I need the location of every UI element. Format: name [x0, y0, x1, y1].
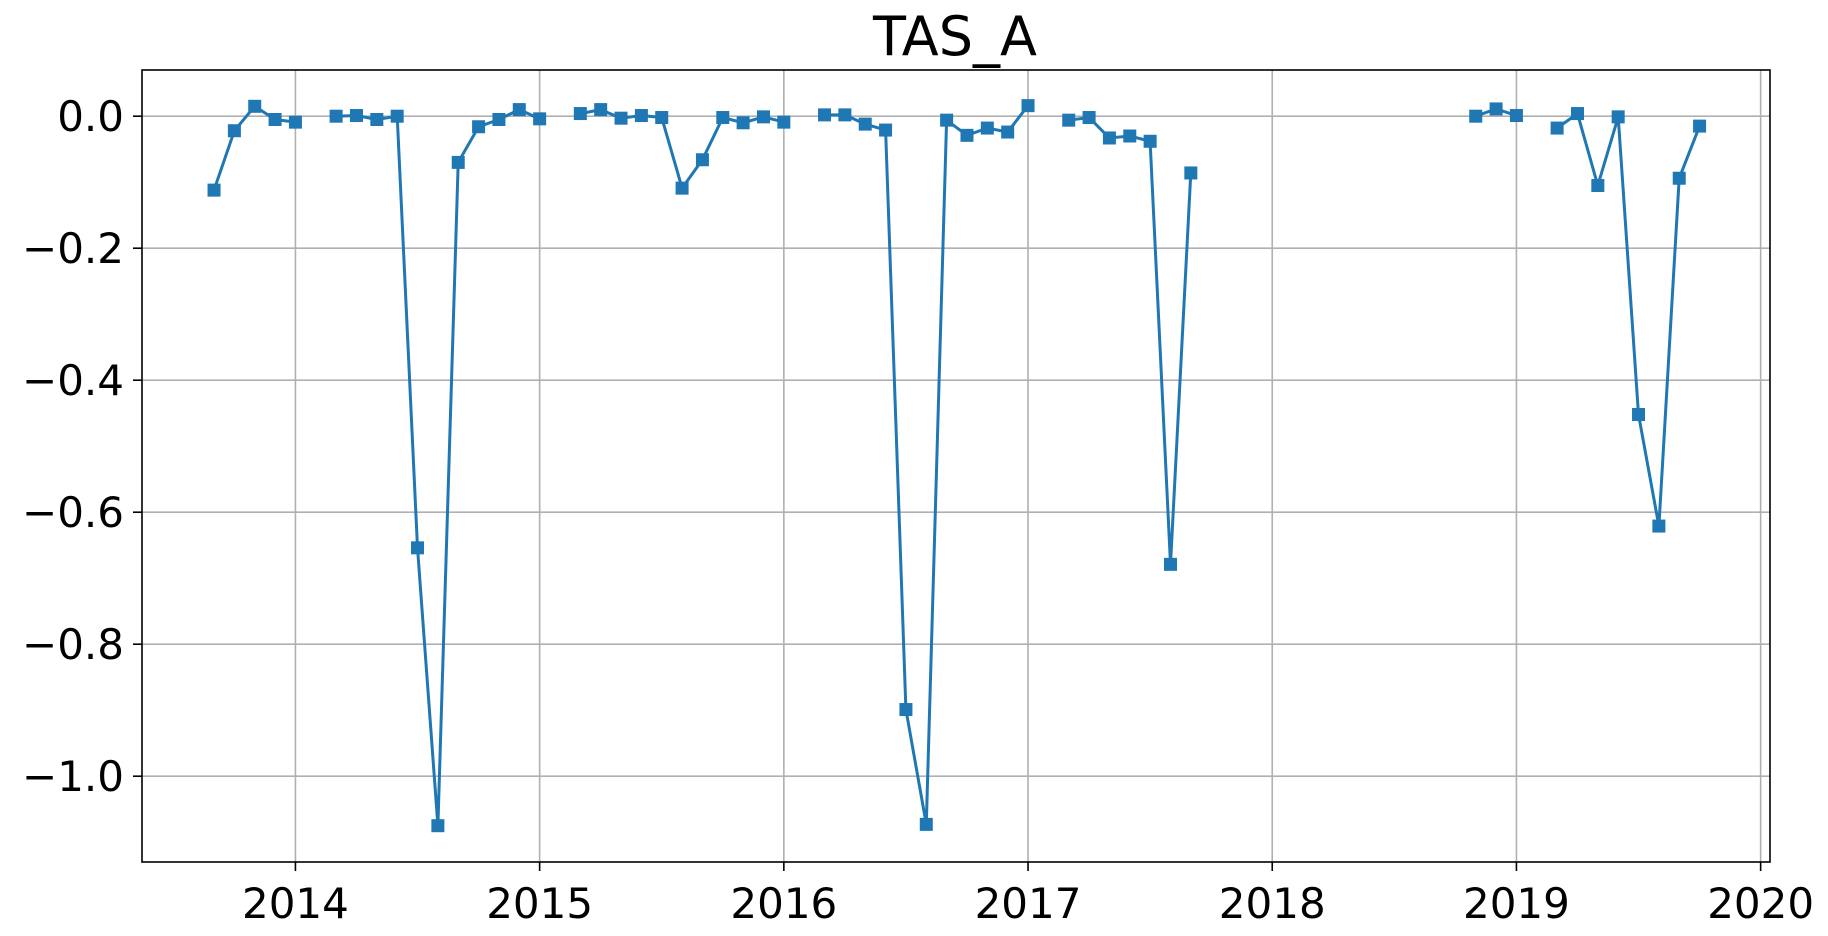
data-point-marker — [227, 124, 241, 138]
data-point-marker — [1469, 109, 1483, 123]
data-point-marker — [1184, 166, 1198, 180]
data-point-marker — [594, 103, 608, 117]
data-point-marker — [1672, 171, 1686, 185]
y-tick-label: −0.6 — [22, 488, 124, 537]
data-point-marker — [919, 817, 933, 831]
data-point-marker — [349, 109, 363, 123]
data-point-marker — [614, 111, 628, 125]
series-tas-a — [207, 99, 1707, 833]
y-tick-label: −0.8 — [22, 620, 124, 669]
x-tick-label: 2017 — [975, 879, 1082, 928]
data-point-marker — [1591, 179, 1605, 192]
data-point-marker — [838, 108, 852, 122]
y-tick-label: 0.0 — [57, 92, 124, 141]
data-point-marker — [329, 109, 343, 123]
data-point-marker — [777, 115, 791, 129]
data-point-marker — [390, 109, 404, 123]
data-point-marker — [1143, 134, 1157, 148]
data-point-marker — [1102, 131, 1116, 145]
data-point-marker — [1632, 408, 1646, 422]
data-point-marker — [451, 155, 465, 169]
data-point-marker — [573, 107, 587, 121]
data-point-marker — [655, 111, 669, 125]
y-tick-label: −0.2 — [22, 224, 124, 273]
data-point-marker — [1082, 111, 1096, 125]
data-point-marker — [1489, 102, 1503, 116]
x-tick-label: 2016 — [730, 879, 837, 928]
data-point-marker — [1001, 125, 1015, 139]
data-point-marker — [207, 183, 221, 197]
data-point-marker — [756, 110, 770, 124]
axis-ticks: 2014 2015 2016 2017 2018 2019 2020 0.0 −0.2 −0.4 −… — [22, 92, 1814, 928]
data-point-marker — [1611, 110, 1625, 124]
data-point-marker — [512, 103, 526, 117]
data-point-marker — [1652, 519, 1666, 533]
data-point-marker — [736, 116, 750, 130]
data-point-marker — [248, 99, 262, 113]
x-tick-label: 2014 — [242, 879, 349, 928]
data-point-marker — [533, 112, 547, 126]
data-point-marker — [980, 121, 994, 135]
chart-title: TAS_A — [872, 5, 1037, 68]
x-tick-label: 2015 — [486, 879, 593, 928]
data-point-marker — [818, 108, 832, 122]
data-point-marker — [268, 113, 282, 126]
data-point-marker — [431, 819, 445, 833]
series-line — [824, 104, 1030, 826]
data-point-marker — [1570, 107, 1584, 121]
data-point-marker — [858, 117, 872, 131]
data-point-marker — [695, 153, 709, 167]
series-line — [212, 104, 296, 191]
data-point-marker — [940, 113, 954, 127]
data-point-marker — [288, 115, 302, 129]
series-line — [580, 108, 785, 190]
y-tick-label: −1.0 — [22, 752, 124, 801]
data-point-marker — [634, 109, 648, 123]
y-tick-label: −0.4 — [22, 356, 124, 405]
data-point-marker — [1693, 119, 1707, 133]
x-tick-label: 2020 — [1707, 879, 1814, 928]
data-point-marker — [899, 703, 913, 717]
data-point-marker — [675, 181, 689, 195]
data-point-marker — [716, 111, 730, 125]
data-point-marker — [1021, 99, 1035, 113]
grid — [142, 70, 1770, 862]
data-point-marker — [1123, 129, 1137, 143]
series-line — [336, 108, 541, 828]
data-point-marker — [492, 113, 506, 126]
data-point-marker — [370, 113, 384, 126]
data-point-marker — [879, 123, 893, 137]
plot-frame — [141, 69, 1771, 863]
x-tick-label: 2019 — [1463, 879, 1570, 928]
data-point-marker — [472, 120, 486, 134]
data-point-marker — [1509, 109, 1523, 123]
data-point-marker — [960, 128, 974, 142]
x-tick-label: 2018 — [1219, 879, 1326, 928]
data-point-marker — [1163, 557, 1177, 571]
series-line — [1068, 116, 1193, 566]
data-point-marker — [1062, 113, 1076, 127]
data-point-marker — [1550, 121, 1564, 135]
series-line — [1556, 112, 1701, 528]
data-point-marker — [411, 541, 425, 555]
